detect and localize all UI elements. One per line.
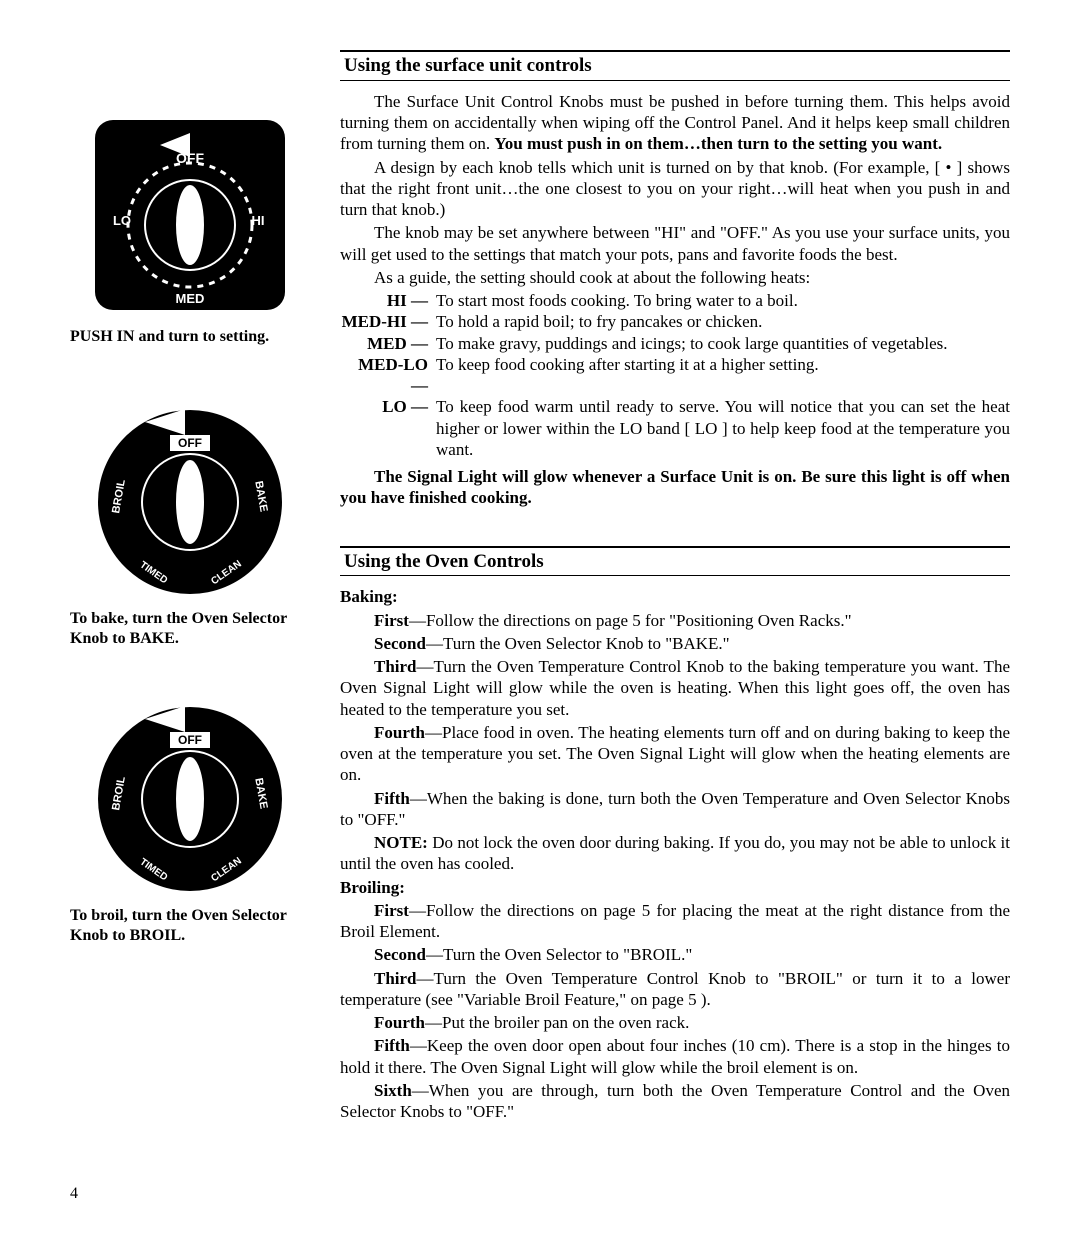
- bake-knob-caption: To bake, turn the Oven Selector Knob to …: [70, 609, 310, 649]
- setting-lo: LO — To keep food warm until ready to se…: [340, 396, 1010, 460]
- main-content: Using the surface unit controls The Surf…: [340, 50, 1010, 1124]
- surface-knob-icon: OFF HI LO MED: [90, 115, 290, 315]
- setting-hi: HI — To start most foods cooking. To bri…: [340, 290, 1010, 311]
- svg-text:OFF: OFF: [178, 733, 202, 747]
- setting-medlo: MED-LO — To keep food cooking after star…: [340, 354, 1010, 397]
- svg-text:HI: HI: [252, 213, 265, 228]
- sidebar: OFF HI LO MED PUSH IN and turn to settin…: [70, 50, 310, 1124]
- setting-med: MED — To make gravy, puddings and icings…: [340, 333, 1010, 354]
- para1: The Surface Unit Control Knobs must be p…: [340, 91, 1010, 155]
- broil-step1: First—Follow the directions on page 5 fo…: [340, 900, 1010, 943]
- setting-medhi: MED-HI — To hold a rapid boil; to fry pa…: [340, 311, 1010, 332]
- broil-knob-caption: To broil, turn the Oven Selector Knob to…: [70, 906, 310, 946]
- broil-step2: Second—Turn the Oven Selector to "BROIL.…: [340, 944, 1010, 965]
- baking-title: Baking:: [340, 586, 1010, 607]
- bake-step5: Fifth—When the baking is done, turn both…: [340, 788, 1010, 831]
- signal-light-note: The Signal Light will glow whenever a Su…: [340, 466, 1010, 509]
- svg-text:MED: MED: [176, 291, 205, 306]
- broil-step4: Fourth—Put the broiler pan on the oven r…: [340, 1012, 1010, 1033]
- para4: As a guide, the setting should cook at a…: [340, 267, 1010, 288]
- broil-step3: Third—Turn the Oven Temperature Control …: [340, 968, 1010, 1011]
- svg-text:OFF: OFF: [178, 436, 202, 450]
- broil-knob-icon: OFF BROIL BAKE TIMED CLEAN: [90, 694, 290, 894]
- bake-note: NOTE: Do not lock the oven door during b…: [340, 832, 1010, 875]
- bake-knob-figure: OFF BROIL BAKE TIMED CLEAN To bake, turn…: [70, 397, 310, 649]
- heat-settings-list: HI — To start most foods cooking. To bri…: [340, 290, 1010, 460]
- bake-knob-icon: OFF BROIL BAKE TIMED CLEAN: [90, 397, 290, 597]
- bake-step3: Third—Turn the Oven Temperature Control …: [340, 656, 1010, 720]
- broiling-title: Broiling:: [340, 877, 1010, 898]
- svg-text:OFF: OFF: [176, 150, 204, 166]
- bake-step4: Fourth—Place food in oven. The heating e…: [340, 722, 1010, 786]
- bake-step1: First—Follow the directions on page 5 fo…: [340, 610, 1010, 631]
- para1b: You must push in on them…then turn to th…: [494, 134, 942, 153]
- para3: The knob may be set anywhere between "HI…: [340, 222, 1010, 265]
- page-number: 4: [70, 1184, 1010, 1204]
- broil-step5: Fifth—Keep the oven door open about four…: [340, 1035, 1010, 1078]
- bake-step2: Second—Turn the Oven Selector Knob to "B…: [340, 633, 1010, 654]
- section1-title: Using the surface unit controls: [340, 50, 1010, 81]
- broil-knob-figure: OFF BROIL BAKE TIMED CLEAN To broil, tur…: [70, 694, 310, 946]
- broil-step6: Sixth—When you are through, turn both th…: [340, 1080, 1010, 1123]
- section2-title: Using the Oven Controls: [340, 546, 1010, 577]
- svg-text:LO: LO: [113, 213, 131, 228]
- surface-knob-caption: PUSH IN and turn to setting.: [70, 327, 310, 347]
- surface-knob-figure: OFF HI LO MED PUSH IN and turn to settin…: [70, 115, 310, 347]
- para2: A design by each knob tells which unit i…: [340, 157, 1010, 221]
